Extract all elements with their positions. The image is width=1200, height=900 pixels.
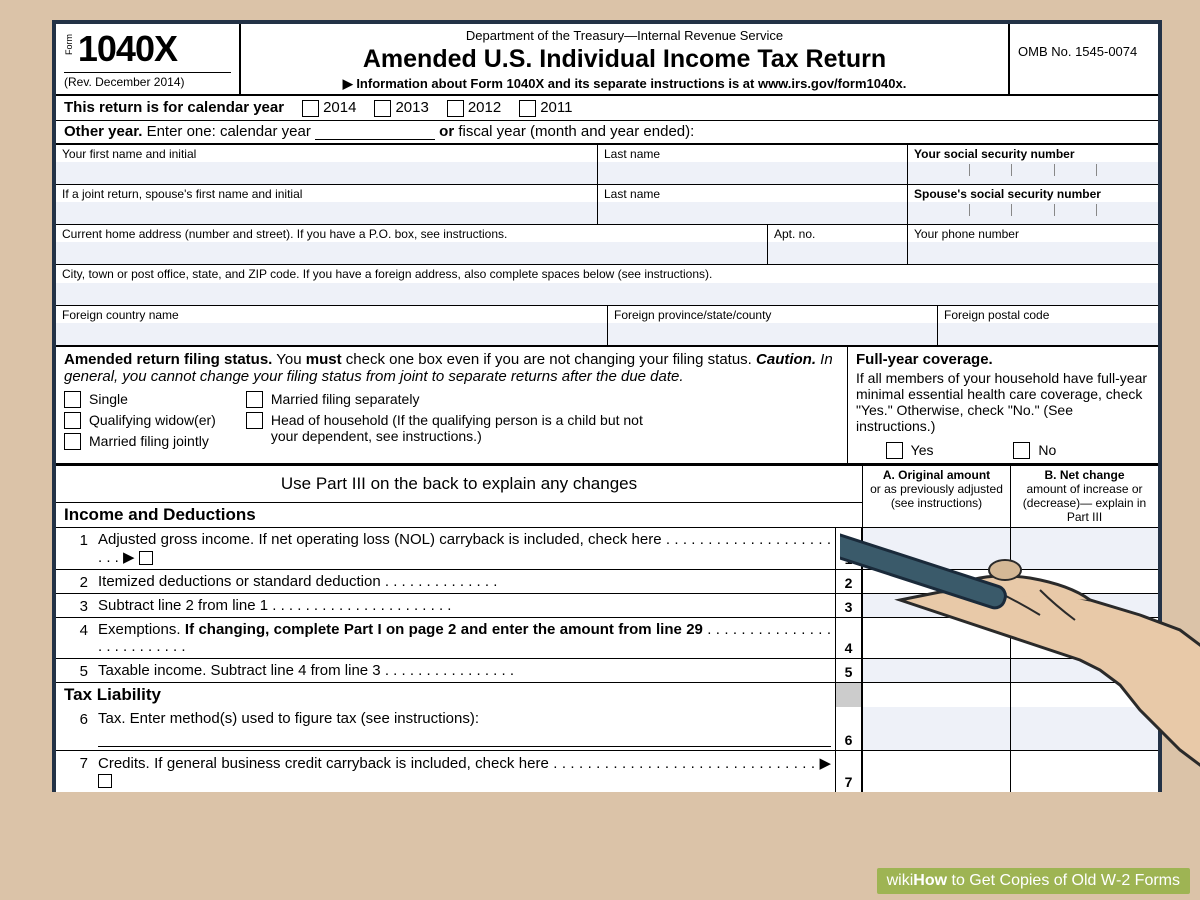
line-6-b[interactable] bbox=[1010, 707, 1158, 750]
form-header: Form 1040X (Rev. December 2014) Departme… bbox=[56, 24, 1158, 96]
checkbox-nol[interactable] bbox=[139, 551, 153, 565]
department-line: Department of the Treasury—Internal Reve… bbox=[249, 28, 1000, 43]
fcountry-label: Foreign country name bbox=[56, 306, 607, 323]
line-6-a[interactable] bbox=[862, 707, 1010, 750]
name-row-1: Your first name and initial Last name Yo… bbox=[56, 145, 1158, 185]
section-income: Income and Deductions bbox=[56, 502, 862, 527]
address-row: Current home address (number and street)… bbox=[56, 225, 1158, 265]
line-2-a[interactable] bbox=[862, 570, 1010, 593]
line-1-a[interactable] bbox=[862, 528, 1010, 569]
line-2-b[interactable] bbox=[1010, 570, 1158, 593]
fy-title: Full-year coverage. bbox=[856, 351, 1150, 368]
spouse-last-label: Last name bbox=[598, 185, 907, 202]
name-row-2: If a joint return, spouse's first name a… bbox=[56, 185, 1158, 225]
line-4: 4 Exemptions. If changing, complete Part… bbox=[56, 618, 1158, 659]
address-input[interactable] bbox=[56, 242, 767, 264]
line-3: 3 Subtract line 2 from line 1 . . . . . … bbox=[56, 594, 1158, 618]
checkbox-2013[interactable] bbox=[374, 100, 391, 117]
ssn-label: Your social security number bbox=[908, 145, 1158, 162]
fprov-input[interactable] bbox=[608, 323, 937, 345]
spouse-first-label: If a joint return, spouse's first name a… bbox=[56, 185, 597, 202]
form-1040x: Form 1040X (Rev. December 2014) Departme… bbox=[52, 20, 1162, 792]
city-label: City, town or post office, state, and ZI… bbox=[62, 267, 1152, 281]
fcountry-input[interactable] bbox=[56, 323, 607, 345]
checkbox-no[interactable] bbox=[1013, 442, 1030, 459]
year-prefix: This return is for calendar year bbox=[64, 99, 284, 116]
first-name-label: Your first name and initial bbox=[56, 145, 597, 162]
spouse-last-input[interactable] bbox=[598, 202, 907, 224]
last-name-input[interactable] bbox=[598, 162, 907, 184]
phone-input[interactable] bbox=[908, 242, 1158, 264]
header-center: Department of the Treasury—Internal Reve… bbox=[241, 24, 1008, 94]
phone-label: Your phone number bbox=[908, 225, 1158, 242]
checkbox-mfj[interactable] bbox=[64, 433, 81, 450]
checkbox-yes[interactable] bbox=[886, 442, 903, 459]
checkbox-2014[interactable] bbox=[302, 100, 319, 117]
last-name-label: Last name bbox=[598, 145, 907, 162]
header-left: Form 1040X (Rev. December 2014) bbox=[56, 24, 241, 94]
checkbox-hoh[interactable] bbox=[246, 412, 263, 429]
spouse-ssn-input[interactable] bbox=[908, 202, 1158, 224]
filing-status-heading: Amended return filing status. You must c… bbox=[64, 351, 839, 385]
info-text: Information about Form 1040X and its sep… bbox=[356, 76, 906, 91]
checkbox-single[interactable] bbox=[64, 391, 81, 408]
form-label: Form bbox=[64, 34, 74, 55]
checkbox-2012[interactable] bbox=[447, 100, 464, 117]
checkbox-2011[interactable] bbox=[519, 100, 536, 117]
checkbox-qw[interactable] bbox=[64, 412, 81, 429]
section-tax: Tax Liability bbox=[56, 683, 836, 707]
other-year-row: Other year. Enter one: calendar year or … bbox=[56, 121, 1158, 145]
spouse-ssn-label: Spouse's social security number bbox=[908, 185, 1158, 202]
calendar-year-input[interactable] bbox=[315, 126, 435, 140]
columns-header: Use Part III on the back to explain any … bbox=[56, 465, 1158, 528]
line-2: 2 Itemized deductions or standard deduct… bbox=[56, 570, 1158, 594]
line-4-b[interactable] bbox=[1010, 618, 1158, 658]
city-row: City, town or post office, state, and ZI… bbox=[56, 265, 1158, 306]
address-label: Current home address (number and street)… bbox=[56, 225, 767, 242]
fprov-label: Foreign province/state/county bbox=[608, 306, 937, 323]
watermark: wikiHow to Get Copies of Old W‑2 Forms bbox=[877, 868, 1190, 894]
line-3-a[interactable] bbox=[862, 594, 1010, 617]
part3-instruction: Use Part III on the back to explain any … bbox=[56, 466, 862, 502]
city-input[interactable] bbox=[56, 283, 1158, 305]
line-3-b[interactable] bbox=[1010, 594, 1158, 617]
line-4-a[interactable] bbox=[862, 618, 1010, 658]
section-tax-row: Tax Liability bbox=[56, 683, 1158, 707]
filing-status-left: Amended return filing status. You must c… bbox=[56, 347, 848, 464]
col-a-header: A. Original amountor as previously adjus… bbox=[862, 466, 1010, 527]
line-7: 7 Credits. If general business credit ca… bbox=[56, 751, 1158, 792]
line-1-b[interactable] bbox=[1010, 528, 1158, 569]
omb-number: OMB No. 1545-0074 bbox=[1008, 24, 1158, 94]
apt-label: Apt. no. bbox=[768, 225, 907, 242]
filing-options: Single Qualifying widow(er) Married fili… bbox=[64, 391, 839, 450]
info-line: ▶ Information about Form 1040X and its s… bbox=[249, 76, 1000, 92]
form-number: 1040X bbox=[78, 28, 177, 70]
checkbox-mfs[interactable] bbox=[246, 391, 263, 408]
line-7-b[interactable] bbox=[1010, 751, 1158, 792]
checkbox-gbc[interactable] bbox=[98, 774, 112, 788]
calendar-year-row: This return is for calendar year 2014 20… bbox=[56, 96, 1158, 121]
revision-date: (Rev. December 2014) bbox=[64, 72, 231, 89]
arrow-icon: ▶ bbox=[343, 76, 353, 91]
ssn-input[interactable] bbox=[908, 162, 1158, 184]
filing-status-row: Amended return filing status. You must c… bbox=[56, 347, 1158, 466]
form-title: Amended U.S. Individual Income Tax Retur… bbox=[249, 45, 1000, 74]
spouse-first-input[interactable] bbox=[56, 202, 597, 224]
fy-text: If all members of your household have fu… bbox=[856, 370, 1150, 434]
apt-input[interactable] bbox=[768, 242, 907, 264]
line-5: 5 Taxable income. Subtract line 4 from l… bbox=[56, 659, 1158, 683]
line-5-b[interactable] bbox=[1010, 659, 1158, 682]
line-7-a[interactable] bbox=[862, 751, 1010, 792]
line-6: 6 Tax. Enter method(s) used to figure ta… bbox=[56, 707, 1158, 751]
line-1: 1 Adjusted gross income. If net operatin… bbox=[56, 528, 1158, 570]
fpostal-input[interactable] bbox=[938, 323, 1158, 345]
line-5-a[interactable] bbox=[862, 659, 1010, 682]
full-year-coverage: Full-year coverage. If all members of yo… bbox=[848, 347, 1158, 464]
fpostal-label: Foreign postal code bbox=[938, 306, 1158, 323]
col-b-header: B. Net changeamount of increase or (decr… bbox=[1010, 466, 1158, 527]
first-name-input[interactable] bbox=[56, 162, 597, 184]
foreign-row: Foreign country name Foreign province/st… bbox=[56, 306, 1158, 347]
